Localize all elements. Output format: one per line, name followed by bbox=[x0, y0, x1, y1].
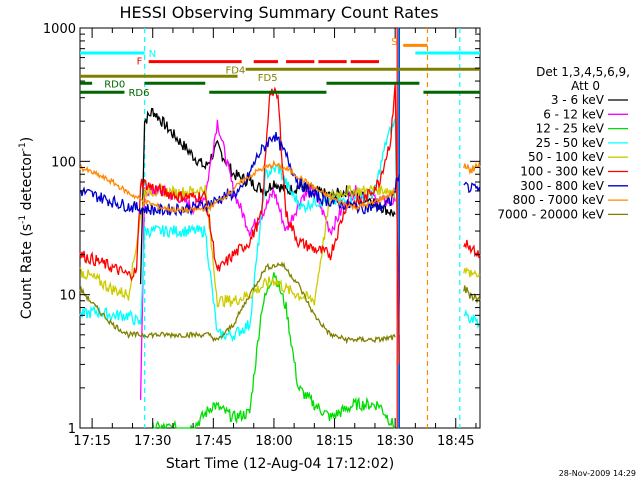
flag-label-f: F bbox=[137, 57, 143, 68]
x-tick-label-17-45: 17:45 bbox=[195, 434, 232, 449]
right-segment-3 bbox=[463, 266, 481, 278]
right-segment-2 bbox=[463, 239, 481, 259]
x-tick-label-17-30: 17:30 bbox=[134, 434, 171, 449]
y-axis-label-mid: detector bbox=[19, 151, 35, 215]
flag-label-rd6: RD6 bbox=[128, 88, 149, 99]
y-axis-label-sup: -1 bbox=[18, 215, 28, 224]
legend-title-line-1: Det 1,3,4,5,6,9, bbox=[536, 65, 630, 79]
right-segment-1 bbox=[463, 161, 481, 176]
x-tick-label-18-30: 18:30 bbox=[376, 434, 413, 449]
x-tick-label-18-45: 18:45 bbox=[437, 434, 474, 449]
legend-label-7000-20000-kev: 7000 - 20000 keV bbox=[497, 207, 604, 221]
plot-frame bbox=[79, 27, 481, 429]
timestamp: 28-Nov-2009 14:29 bbox=[559, 469, 636, 478]
series-6-12-kev bbox=[139, 119, 396, 400]
series-50-100-kev bbox=[79, 183, 396, 308]
y-tick-label-1: 1 bbox=[68, 422, 76, 437]
flag-label-fd5: FD5 bbox=[258, 73, 278, 84]
x-tick-label-18-15: 18:15 bbox=[316, 434, 353, 449]
right-segment-5 bbox=[463, 285, 481, 304]
legend-label-12-25-kev: 12 - 25 keV bbox=[536, 122, 605, 136]
legend-label-50-100-kev: 50 - 100 keV bbox=[528, 150, 605, 164]
y-axis-label-end: ) bbox=[19, 137, 35, 142]
x-tick-label-18-00: 18:00 bbox=[255, 434, 292, 449]
flag-label-n: N bbox=[149, 49, 156, 60]
series-12-25-kev bbox=[152, 272, 396, 430]
y-tick-label-10: 10 bbox=[59, 289, 76, 304]
flag-label-rd0: RD0 bbox=[104, 79, 125, 90]
series-7000-20000-kev bbox=[79, 261, 396, 345]
y-tick-label-1000: 1000 bbox=[43, 22, 76, 37]
x-axis-label: Start Time (12-Aug-04 17:12:02) bbox=[166, 456, 394, 472]
x-axis-ticks: 17:15 17:30 17:45 18:00 18:15 18:30 18:45 bbox=[73, 28, 477, 449]
legend-label-300-800-kev: 300 - 800 keV bbox=[520, 179, 604, 193]
legend-label-25-50-kev: 25 - 50 keV bbox=[536, 136, 605, 150]
legend-label-100-300-kev: 100 - 300 keV bbox=[520, 165, 604, 179]
legend-title-line-2: Att 0 bbox=[571, 79, 600, 93]
right-segment-4 bbox=[463, 308, 481, 330]
right-segment-0 bbox=[463, 181, 481, 194]
series-800-7000-kev bbox=[79, 159, 396, 214]
flag-label-s: S bbox=[391, 37, 397, 48]
vertical-markers bbox=[144, 28, 461, 428]
y-tick-label-100: 100 bbox=[51, 155, 76, 170]
y-axis-label: Count Rate (s-1 detector-1) bbox=[18, 137, 35, 319]
legend-label-800-7000-kev: 800 - 7000 keV bbox=[513, 193, 605, 207]
flag-label-fd4: FD4 bbox=[225, 65, 245, 76]
y-axis-label-sup-2: -1 bbox=[18, 142, 28, 151]
chart-title: HESSI Observing Summary Count Rates bbox=[119, 3, 438, 22]
legend-label-6-12-kev: 6 - 12 keV bbox=[543, 107, 605, 121]
y-axis-ticks: 1 10 100 1000 bbox=[43, 22, 480, 437]
x-tick-label-17-15: 17:15 bbox=[73, 434, 110, 449]
legend-label-3-6-kev: 3 - 6 keV bbox=[551, 93, 605, 107]
y-axis-label-main: Count Rate (s bbox=[19, 224, 35, 319]
series-25-50-kev bbox=[79, 118, 400, 343]
series-layer bbox=[79, 83, 481, 430]
series-100-300-kev bbox=[79, 83, 400, 365]
